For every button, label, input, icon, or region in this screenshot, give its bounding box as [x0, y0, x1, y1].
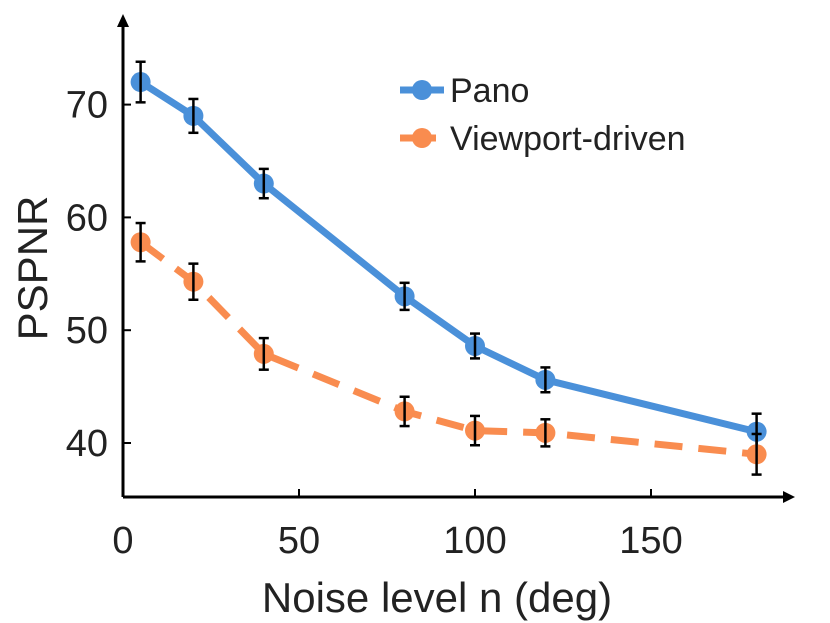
error-bar [540, 418, 551, 448]
error-bar [540, 366, 551, 394]
x-tick-label: 100 [443, 520, 506, 562]
legend-item: Pano [400, 72, 529, 110]
axes-layer [117, 14, 795, 503]
error-bar [135, 60, 146, 104]
ticks-layer: 0 50 100 150 40 50 60 70 [66, 85, 683, 562]
legend-item: Viewport-driven [400, 120, 686, 158]
error-bar [258, 167, 269, 200]
legend-label: Pano [450, 72, 529, 110]
series-layer [130, 60, 767, 476]
y-tick-label: 50 [66, 310, 108, 352]
y-axis-arrow [117, 14, 129, 27]
error-bar [399, 281, 410, 312]
error-bar [188, 97, 199, 135]
x-tick-label: 150 [619, 520, 682, 562]
error-bar [135, 221, 146, 263]
y-tick-label: 60 [66, 197, 108, 239]
error-bar [258, 336, 269, 371]
error-bar [470, 332, 480, 360]
y-tick-label: 40 [66, 423, 108, 465]
legend-swatch-marker [412, 80, 432, 100]
y-tick-label: 70 [66, 85, 108, 127]
x-tick-label: 0 [112, 520, 133, 562]
x-tick-label: 50 [278, 520, 320, 562]
legend-label: Viewport-driven [450, 120, 686, 158]
x-axis-arrow [783, 491, 795, 503]
legend: Pano Viewport-driven [400, 72, 686, 158]
error-bar [751, 432, 762, 476]
y-axis-label: PSPNR [9, 196, 56, 341]
x-axis-label: Noise level n (deg) [262, 574, 612, 621]
series-viewport-driven [130, 221, 767, 476]
legend-swatch-marker [412, 128, 432, 148]
error-bar [399, 395, 410, 428]
series-line [138, 239, 757, 458]
error-bar [470, 414, 480, 447]
series-pano [130, 60, 767, 452]
error-bar [188, 262, 199, 301]
